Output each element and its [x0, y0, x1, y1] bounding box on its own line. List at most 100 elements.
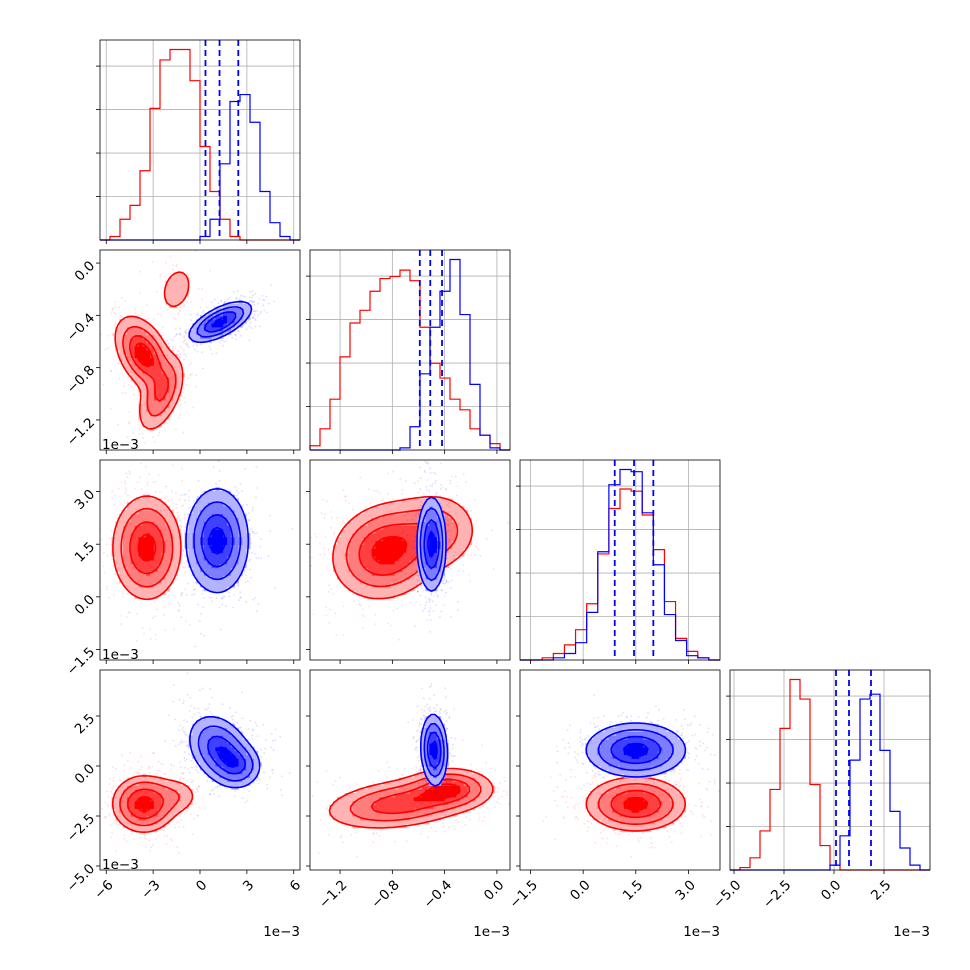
density-cell — [417, 560, 422, 565]
density-cell — [215, 533, 220, 538]
density-cell — [196, 556, 201, 561]
density-cell — [130, 590, 136, 596]
density-cell — [169, 280, 174, 286]
density-cell — [242, 533, 247, 538]
density-cell — [192, 556, 197, 561]
density-cell — [429, 560, 434, 565]
density-cell — [176, 388, 182, 393]
density-cell — [157, 342, 162, 347]
sample-point — [449, 482, 452, 485]
density-cell — [429, 498, 434, 503]
density-cell — [130, 548, 136, 553]
sample-point — [177, 602, 180, 604]
density-cell — [119, 326, 124, 332]
density-cell — [226, 315, 232, 320]
sample-point — [448, 566, 450, 569]
sample-point — [239, 297, 241, 300]
density-cell — [379, 571, 384, 576]
sample-point — [220, 339, 223, 342]
sample-point — [177, 313, 180, 316]
contour-level — [120, 507, 174, 588]
density-cell — [161, 579, 166, 584]
density-cell — [165, 563, 170, 569]
density-cell — [371, 560, 376, 565]
density-cell — [153, 334, 159, 339]
density-cell — [134, 556, 139, 561]
density-cell — [130, 563, 136, 569]
sample-point — [253, 532, 256, 534]
density-cell — [207, 513, 212, 519]
sample-point — [331, 516, 333, 519]
sample-point — [389, 599, 392, 601]
sample-point — [166, 309, 169, 311]
density-cell — [417, 506, 422, 511]
sample-point — [250, 327, 253, 329]
density-cell — [367, 533, 372, 538]
density-cell — [123, 556, 128, 561]
density-cell — [169, 300, 174, 305]
density-cell — [196, 563, 201, 569]
density-cell — [203, 506, 209, 511]
density-cell — [200, 560, 205, 565]
density-cell — [169, 365, 174, 370]
density-cell — [157, 502, 162, 507]
pair-panel-1-2 — [99, 249, 301, 451]
density-cell — [169, 548, 174, 553]
density-cell — [375, 590, 380, 596]
pair-plot-area — [101, 672, 291, 854]
density-cell — [157, 357, 162, 362]
sample-point — [378, 492, 381, 495]
density-cell — [413, 536, 419, 542]
sample-point — [165, 261, 168, 264]
density-cell — [413, 517, 419, 522]
density-cell — [456, 533, 461, 538]
density-cell — [413, 567, 419, 572]
sample-point — [183, 339, 186, 342]
density-cell — [356, 575, 361, 580]
density-cell — [219, 517, 224, 522]
sample-point — [221, 597, 224, 600]
density-cell — [336, 544, 342, 549]
density-cell — [215, 513, 220, 519]
density-cell — [134, 365, 139, 370]
sample-point — [398, 638, 400, 641]
sample-point — [125, 472, 128, 475]
sample-point — [127, 422, 130, 425]
density-cell — [230, 498, 236, 503]
density-cell — [360, 590, 365, 596]
density-cell — [211, 575, 216, 580]
sample-point — [235, 338, 237, 341]
sample-point — [440, 589, 443, 592]
density-cell — [169, 288, 174, 293]
density-cell — [417, 510, 422, 515]
density-cell — [173, 369, 178, 374]
density-cell — [226, 548, 232, 553]
density-cell — [371, 579, 376, 584]
density-cell — [146, 323, 151, 328]
density-cell — [406, 533, 411, 538]
sample-point — [437, 594, 439, 597]
density-cell — [344, 575, 349, 580]
density-cell — [413, 506, 419, 511]
density-cell — [406, 517, 411, 522]
density-cell — [390, 510, 396, 515]
sample-point — [205, 306, 208, 309]
density-cell — [211, 517, 216, 522]
density-cell — [360, 521, 365, 526]
density-cell — [246, 303, 251, 309]
density-cell — [219, 521, 224, 526]
density-cell — [344, 544, 349, 549]
sample-point — [241, 295, 244, 297]
histogram-panel-4 — [726, 669, 931, 871]
density-cell — [410, 513, 415, 519]
density-cell — [165, 513, 170, 519]
density-cell — [192, 571, 197, 576]
pair-plot-area — [310, 460, 509, 641]
density-cell — [402, 544, 407, 549]
density-cell — [242, 548, 247, 553]
contours-red — [114, 271, 190, 430]
sample-point — [269, 514, 271, 517]
sample-point — [420, 504, 422, 507]
density-cell — [398, 540, 403, 546]
density-cell — [196, 319, 201, 324]
